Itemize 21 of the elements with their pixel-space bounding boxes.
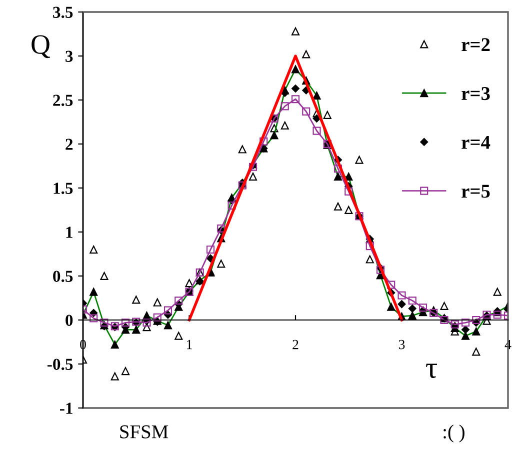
text: SFSM [120, 425, 168, 438]
text: :( ) [444, 424, 464, 442]
x-axis-title: τ [426, 364, 437, 378]
legend-label: r=3 [462, 87, 490, 100]
y-axis-title: Q [32, 35, 50, 58]
x-tick-label: 2 [292, 340, 298, 350]
y-tick-label: -0.5 [48, 358, 73, 370]
y-tick-label: 3 [66, 50, 73, 62]
y-tick-label: -1 [60, 402, 72, 414]
y-tick-label: 1 [66, 226, 72, 238]
y-tick-label: 2.5 [53, 94, 73, 106]
legend-label: r=5 [462, 184, 490, 198]
x-tick-label: 1 [187, 340, 192, 350]
y-tick-label: 3.5 [53, 6, 73, 18]
y-tick-label: 2 [66, 138, 73, 150]
legend-label: r=4 [462, 136, 490, 149]
y-tick-label: 1.5 [54, 182, 73, 194]
legend-label: r=2 [462, 38, 490, 52]
x-tick-label: 3 [398, 340, 405, 350]
y-tick-label: 0 [66, 314, 73, 326]
y-tick-label: 0.5 [53, 270, 73, 282]
